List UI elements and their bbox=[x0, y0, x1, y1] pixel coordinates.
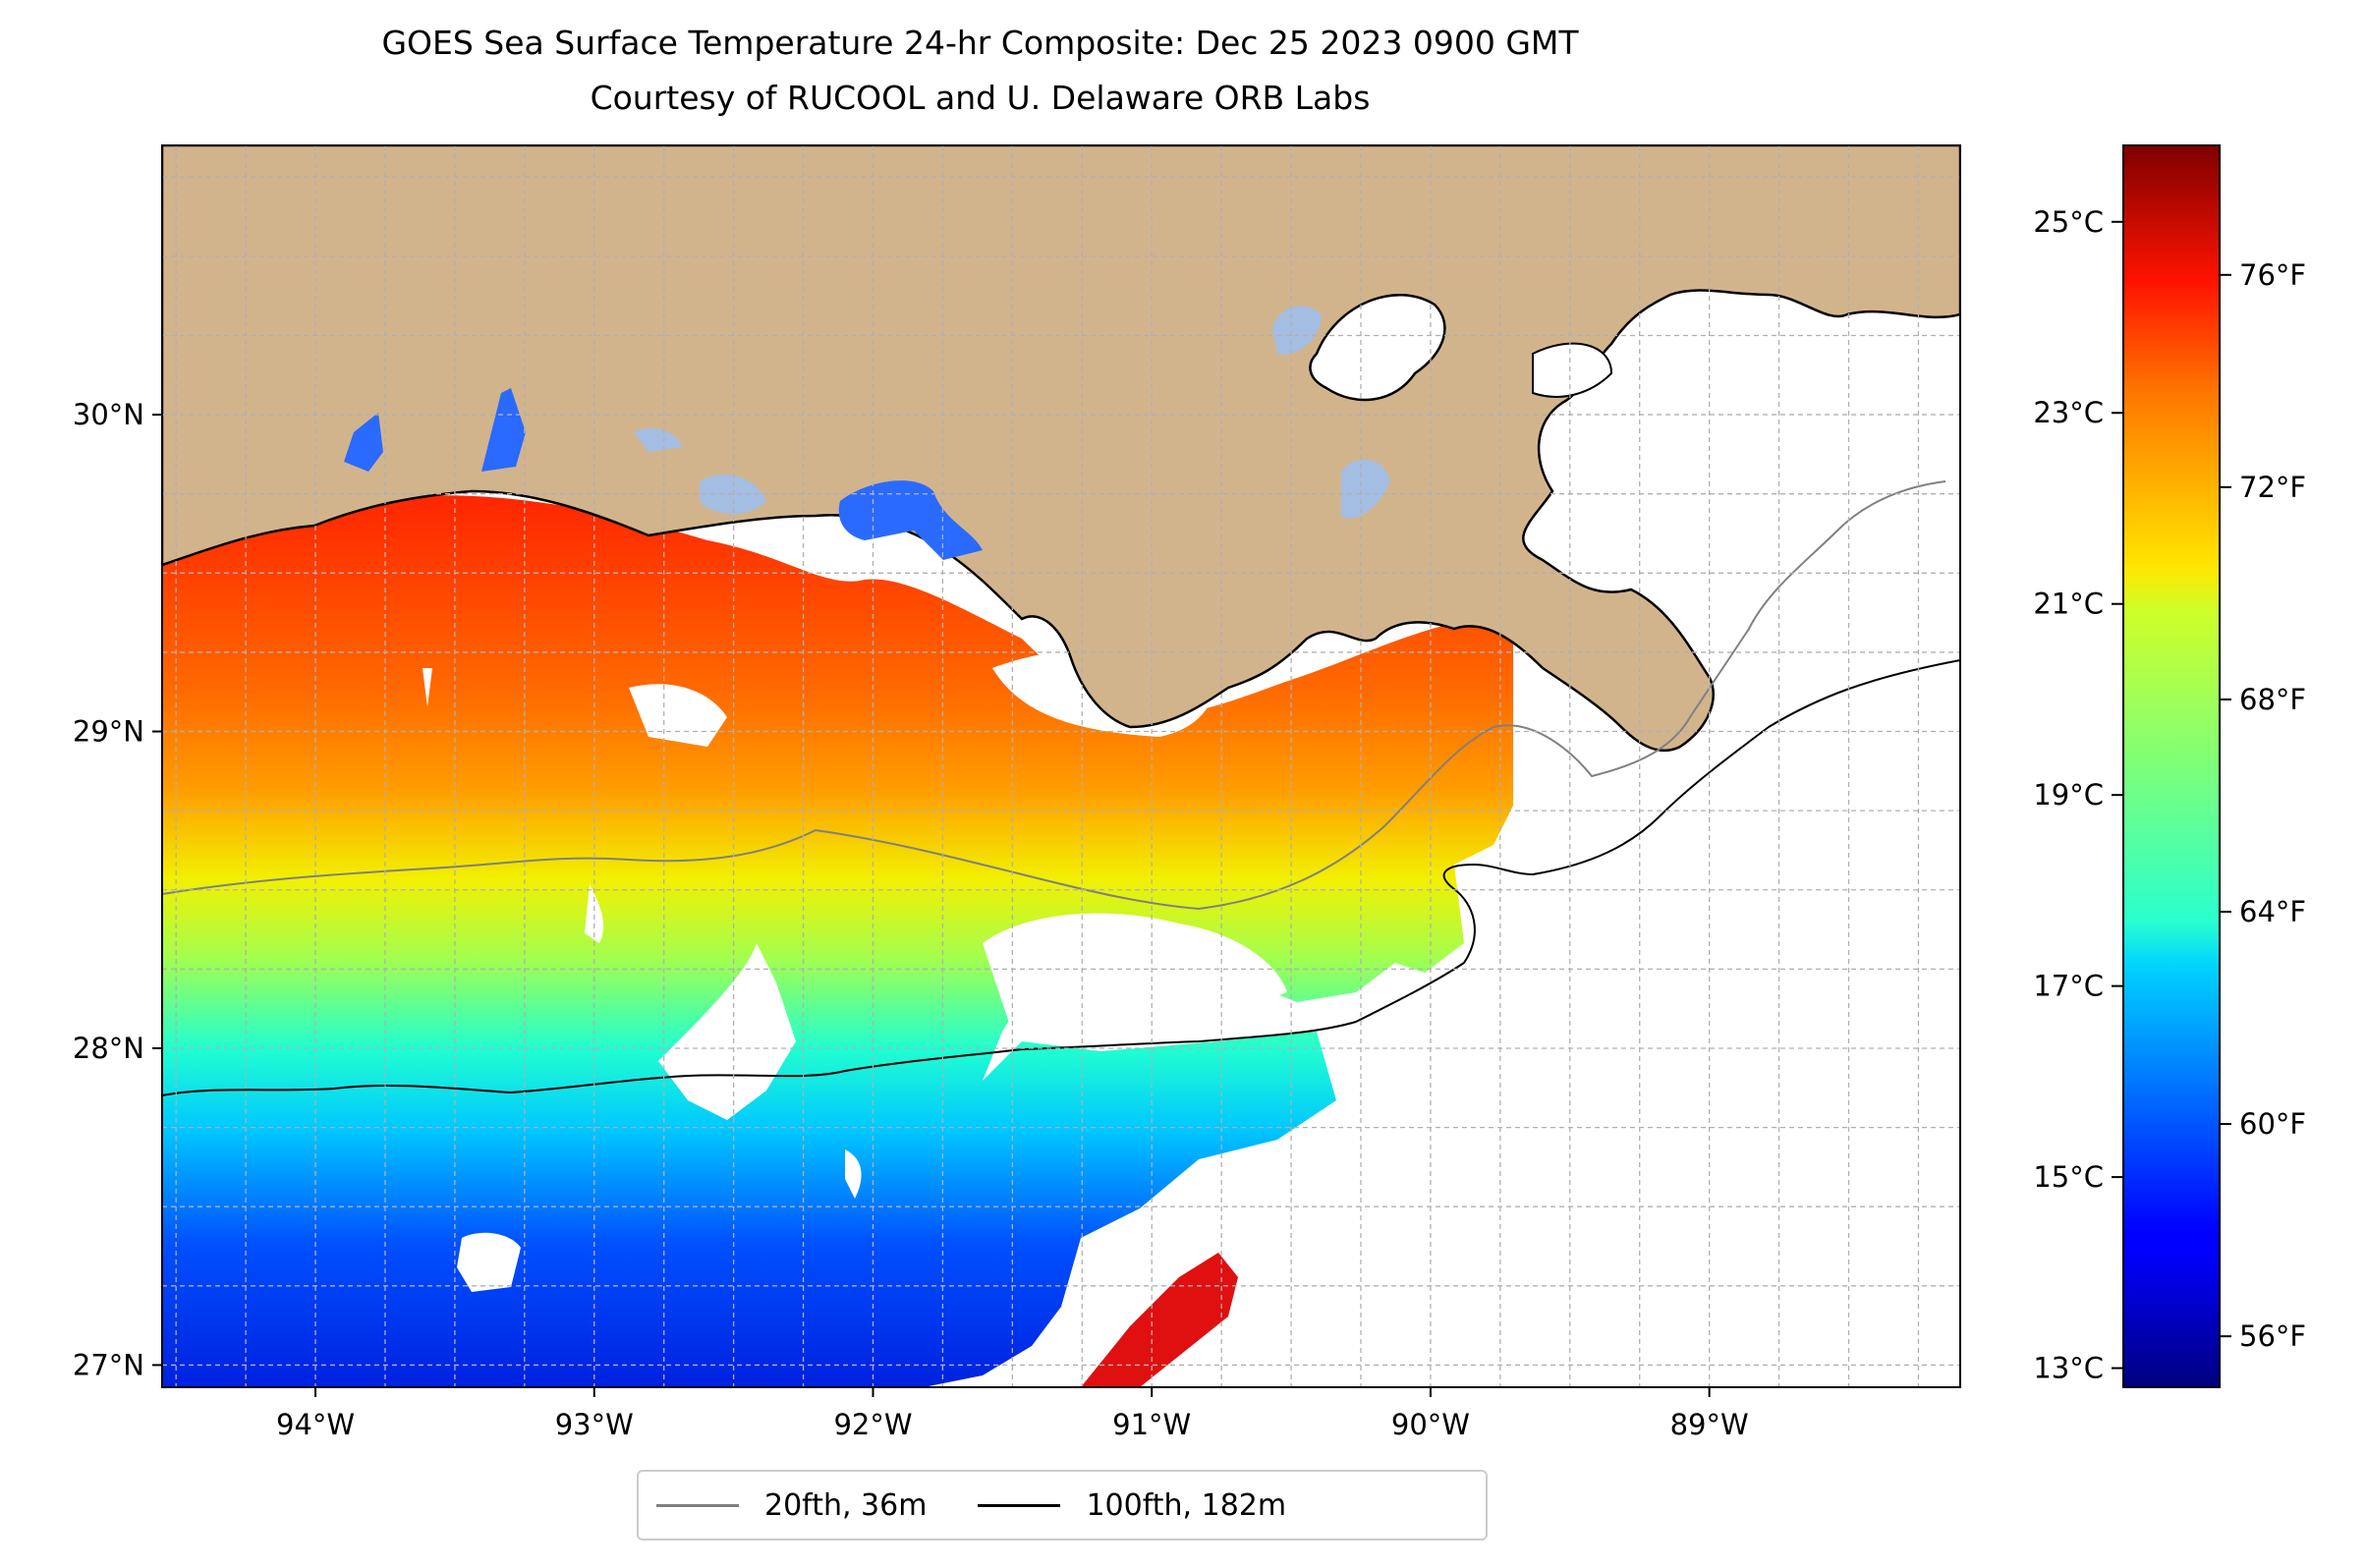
lat-axis: 27°N 28°N 29°N 30°N bbox=[73, 398, 162, 1381]
legend-item-20fth: 20fth, 36m bbox=[656, 1488, 927, 1523]
isobath-100fth bbox=[162, 659, 1960, 1096]
celsius-tick-label: 25°C bbox=[2033, 205, 2104, 239]
fahrenheit-tick-label: 72°F bbox=[2239, 471, 2306, 504]
fahrenheit-tick-label: 76°F bbox=[2239, 258, 2306, 292]
lon-tick-label: 90°W bbox=[1391, 1408, 1470, 1441]
map-frame bbox=[161, 144, 1961, 1388]
lat-tick-label: 29°N bbox=[73, 715, 144, 749]
lon-tick-label: 91°W bbox=[1112, 1408, 1191, 1441]
lon-tick-label: 89°W bbox=[1670, 1408, 1749, 1441]
lon-tick-label: 92°W bbox=[833, 1408, 912, 1441]
gridlines bbox=[162, 145, 1960, 1387]
lat-tick-label: 28°N bbox=[73, 1032, 144, 1065]
lon-axis: 94°W 93°W 92°W 91°W 90°W 89°W bbox=[276, 1387, 1749, 1441]
lon-tick-label: 93°W bbox=[555, 1408, 634, 1441]
lat-tick-label: 27°N bbox=[73, 1348, 144, 1381]
chart-subtitle: Courtesy of RUCOOL and U. Delaware ORB L… bbox=[590, 79, 1371, 117]
colorbar-fahrenheit-axis: 56°F 60°F 64°F 68°F 72°F 76°F bbox=[2220, 258, 2306, 1353]
celsius-tick-label: 15°C bbox=[2033, 1160, 2104, 1194]
map-area bbox=[162, 145, 1960, 1387]
celsius-tick-label: 19°C bbox=[2033, 778, 2104, 812]
legend-swatch-100fth bbox=[978, 1503, 1061, 1507]
legend-label-100fth: 100fth, 182m bbox=[1086, 1487, 1287, 1523]
fahrenheit-tick-label: 64°F bbox=[2239, 895, 2306, 928]
legend: 20fth, 36m 100fth, 182m bbox=[637, 1470, 1488, 1540]
colorbar-celsius-axis: 13°C 15°C 17°C 19°C 21°C 23°C 25°C bbox=[2033, 205, 2123, 1385]
isobath-20fth bbox=[162, 480, 1946, 911]
colorbar bbox=[2122, 144, 2221, 1388]
celsius-tick-label: 13°C bbox=[2033, 1352, 2104, 1385]
lon-tick-label: 94°W bbox=[276, 1408, 355, 1441]
celsius-tick-label: 21°C bbox=[2033, 588, 2104, 621]
celsius-tick-label: 23°C bbox=[2033, 396, 2104, 429]
legend-swatch-20fth bbox=[656, 1503, 739, 1507]
celsius-tick-label: 17°C bbox=[2033, 970, 2104, 1003]
legend-item-100fth: 100fth, 182m bbox=[978, 1488, 1286, 1523]
fahrenheit-tick-label: 60°F bbox=[2239, 1107, 2306, 1141]
legend-label-20fth: 20fth, 36m bbox=[764, 1487, 928, 1523]
fahrenheit-tick-label: 56°F bbox=[2239, 1319, 2306, 1353]
chart-title: GOES Sea Surface Temperature 24-hr Compo… bbox=[381, 24, 1579, 62]
lat-tick-label: 30°N bbox=[73, 398, 144, 431]
lakes bbox=[344, 294, 1613, 560]
fahrenheit-tick-label: 68°F bbox=[2239, 683, 2306, 716]
